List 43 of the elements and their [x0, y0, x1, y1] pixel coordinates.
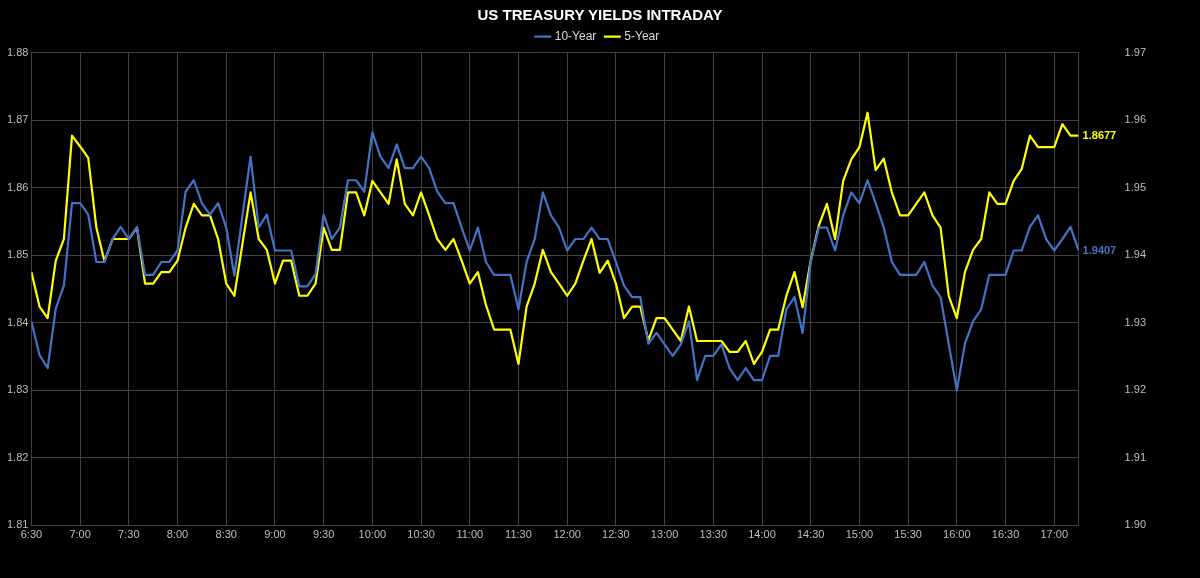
x-tick-label: 16:00 [943, 528, 971, 541]
x-tick-label: 9:00 [264, 528, 286, 541]
x-tick-label: 7:30 [118, 528, 140, 541]
x-tick-label: 13:30 [699, 528, 728, 541]
x-tick-label: 12:30 [602, 528, 630, 541]
x-tick-label: 16:30 [991, 528, 1020, 541]
y-tick-label: 1.85 [6, 248, 29, 261]
x-tick-label: 15:30 [894, 528, 922, 541]
x-tick-label: 10:00 [358, 528, 387, 541]
x-tick-label: 7:00 [69, 528, 91, 541]
x-tick-label: 15:00 [845, 528, 874, 541]
x-tick-label: 12:00 [553, 528, 581, 541]
y2-tick-label: 1.90 [1124, 518, 1147, 531]
x-tick-label: 8:00 [166, 528, 189, 541]
x-tick-label: 13:00 [650, 528, 679, 541]
y-tick-label: 1.81 [6, 518, 29, 531]
x-tick-label: 9:30 [312, 528, 335, 541]
y-tick-label: 1.86 [6, 180, 29, 193]
legend-label: 5-Year [624, 28, 660, 43]
x-tick-label: 10:30 [407, 528, 435, 541]
data-label: 1.8677 [1082, 128, 1117, 141]
y2-tick-label: 1.95 [1124, 180, 1147, 193]
y2-tick-label: 1.91 [1124, 450, 1147, 463]
data-label: 1.9407 [1082, 243, 1117, 256]
y-tick-label: 1.83 [6, 383, 29, 396]
x-tick-label: 11:00 [456, 528, 484, 541]
x-tick-label: 14:30 [796, 528, 825, 541]
x-tick-label: 17:00 [1040, 528, 1068, 541]
y-tick-label: 1.82 [6, 450, 29, 463]
x-tick-label: 8:30 [215, 528, 237, 541]
y-tick-label: 1.88 [6, 45, 29, 58]
y2-tick-label: 1.96 [1124, 113, 1147, 126]
y2-tick-label: 1.97 [1124, 45, 1147, 58]
y2-tick-label: 1.93 [1124, 315, 1147, 328]
legend-label: 10-Year [554, 28, 597, 43]
chart-title: US TREASURY YIELDS INTRADAY [476, 6, 724, 23]
x-tick-label: 11:30 [505, 528, 532, 541]
x-tick-label: 14:00 [748, 528, 776, 541]
y-tick-label: 1.87 [6, 113, 29, 126]
y-tick-label: 1.84 [6, 315, 29, 328]
x-tick-label: 6:30 [20, 528, 43, 541]
y2-tick-label: 1.94 [1124, 248, 1147, 261]
y2-tick-label: 1.92 [1124, 383, 1147, 396]
